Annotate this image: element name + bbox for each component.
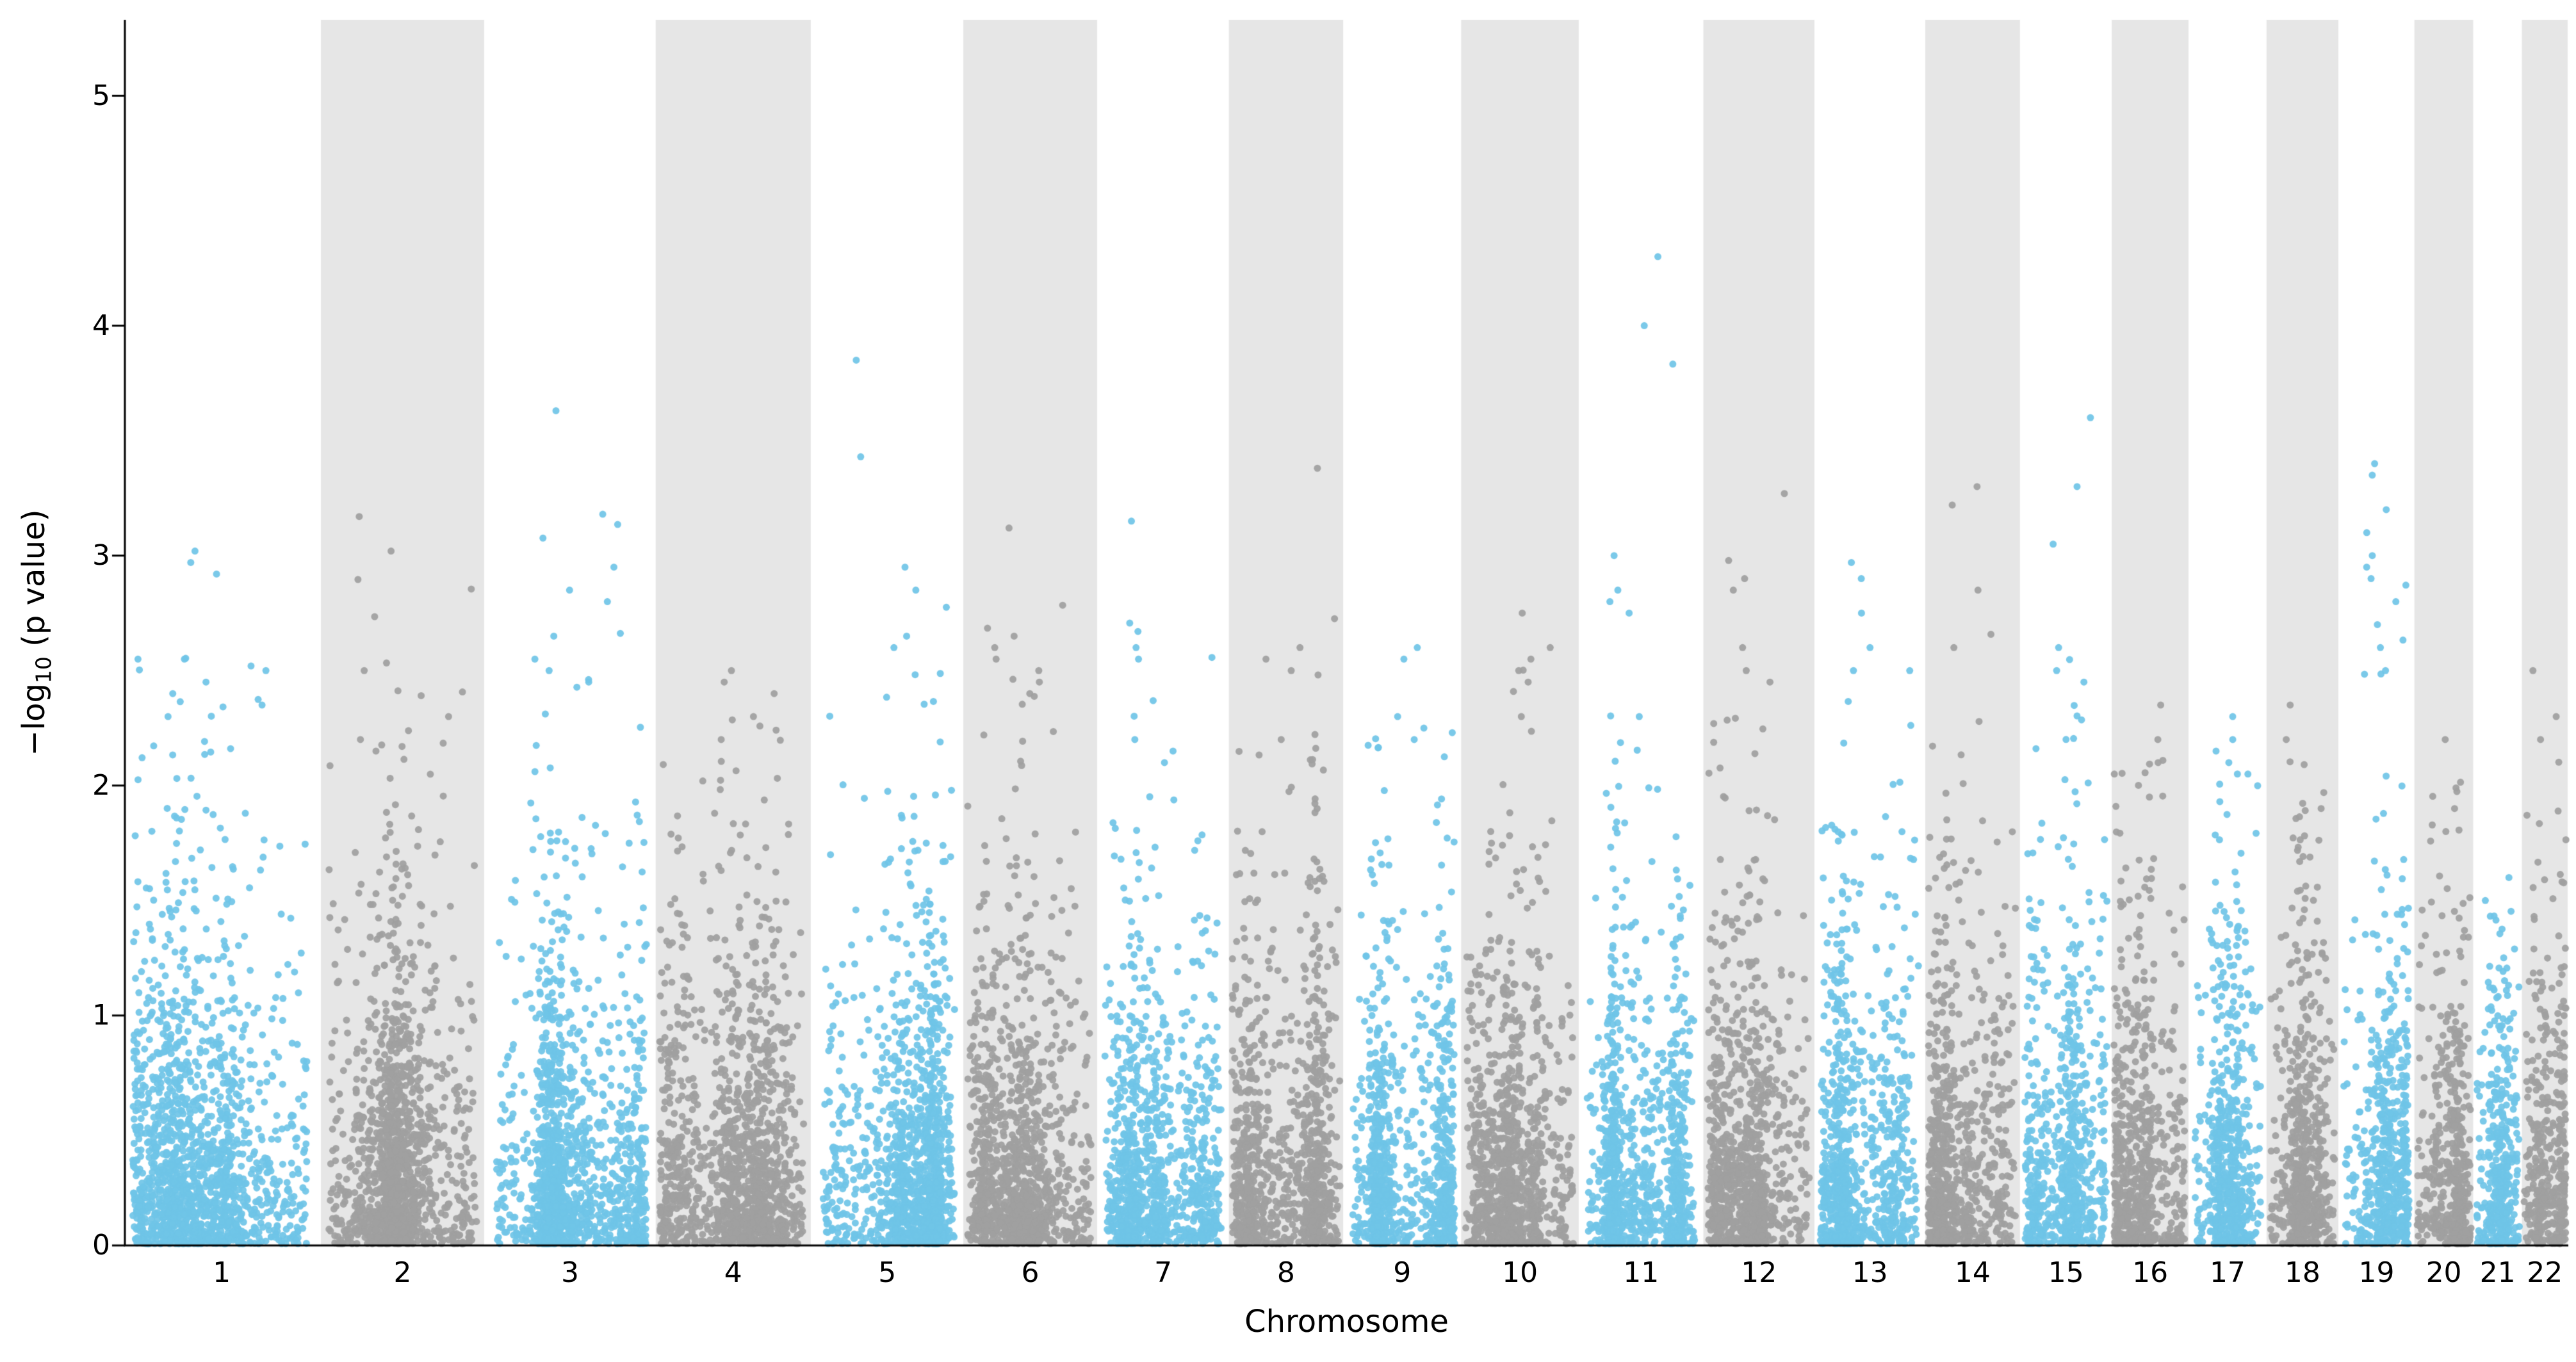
y-tick-label-4: 4 xyxy=(92,309,110,342)
x-tick-label-chr21: 21 xyxy=(2479,1256,2516,1289)
y-tick-label-2: 2 xyxy=(92,768,110,802)
y-tick-label-3: 3 xyxy=(92,539,110,572)
x-tick-label-chr20: 20 xyxy=(2425,1256,2462,1289)
x-tick-label-chr5: 5 xyxy=(878,1256,897,1289)
x-tick-label-chr2: 2 xyxy=(393,1256,412,1289)
x-tick-label-chr6: 6 xyxy=(1021,1256,1039,1289)
x-tick-label-chr10: 10 xyxy=(1502,1256,1538,1289)
x-tick-label-chr14: 14 xyxy=(1954,1256,1991,1289)
x-tick-label-chr19: 19 xyxy=(2358,1256,2395,1289)
x-tick-label-chr17: 17 xyxy=(2209,1256,2246,1289)
x-tick-label-chr8: 8 xyxy=(1276,1256,1295,1289)
x-tick-label-chr9: 9 xyxy=(1393,1256,1412,1289)
x-tick-label-chr4: 4 xyxy=(724,1256,742,1289)
x-tick-label-chr18: 18 xyxy=(2284,1256,2320,1289)
x-tick-label-chr13: 13 xyxy=(1852,1256,1888,1289)
x-tick-label-chr3: 3 xyxy=(560,1256,579,1289)
y-tick-label-0: 0 xyxy=(92,1229,110,1261)
y-tick-labels: 0 1 2 3 4 5 xyxy=(0,0,110,1362)
x-tick-label-chr7: 7 xyxy=(1154,1256,1173,1289)
y-tick-label-5: 5 xyxy=(92,79,110,112)
x-tick-label-chr11: 11 xyxy=(1623,1256,1659,1289)
x-axis-title: Chromosome xyxy=(1244,1304,1449,1340)
x-tick-label-chr22: 22 xyxy=(2527,1256,2563,1289)
x-tick-label-chr12: 12 xyxy=(1741,1256,1777,1289)
y-tick-label-1: 1 xyxy=(92,998,110,1032)
x-tick-label-chr16: 16 xyxy=(2132,1256,2169,1289)
x-tick-label-chr15: 15 xyxy=(2048,1256,2084,1289)
x-tick-label-chr1: 1 xyxy=(213,1256,231,1289)
